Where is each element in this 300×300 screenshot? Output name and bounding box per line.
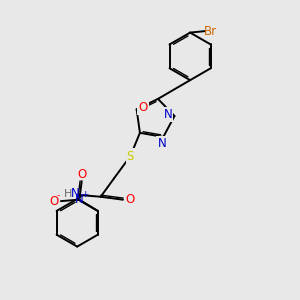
Text: +: +: [81, 190, 88, 200]
Text: N: N: [164, 108, 172, 121]
Text: H: H: [64, 189, 72, 199]
Text: O: O: [125, 193, 134, 206]
Text: N: N: [75, 193, 84, 206]
Text: O: O: [77, 168, 86, 181]
Text: O: O: [50, 195, 59, 208]
Text: Br: Br: [203, 25, 217, 38]
Text: N: N: [71, 187, 80, 200]
Text: S: S: [127, 149, 134, 163]
Text: -: -: [57, 191, 60, 200]
Text: N: N: [158, 137, 166, 150]
Text: O: O: [139, 101, 148, 114]
